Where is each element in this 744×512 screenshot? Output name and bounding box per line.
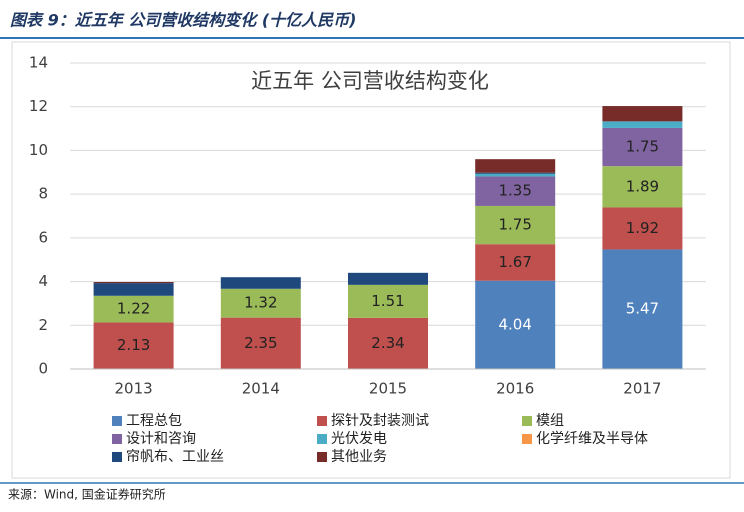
- data-label: 1.51: [371, 292, 404, 310]
- data-label: 1.75: [626, 138, 659, 156]
- x-tick-label: 2016: [496, 380, 534, 398]
- chart-title: 近五年 公司营收结构变化: [251, 69, 489, 93]
- bar-segment: [475, 173, 556, 177]
- bar-segment: [348, 284, 428, 318]
- bar-segment: [220, 277, 301, 289]
- legend-label: 设计和咨询: [126, 431, 196, 447]
- legend-label: 光伏发电: [331, 431, 387, 447]
- bar-segment: [475, 172, 556, 174]
- bar-segment: [602, 121, 683, 128]
- legend-label: 化学纤维及半导体: [536, 431, 648, 447]
- bar-segment: [93, 322, 174, 369]
- y-tick-label: 6: [38, 228, 48, 246]
- bar-segment: [602, 106, 683, 122]
- header-title: 图表 9：近五年 公司营收结构变化 (十亿人民币): [10, 11, 356, 30]
- data-label: 1.32: [244, 294, 277, 312]
- data-label: 2.13: [117, 336, 150, 354]
- bar-segment: [475, 244, 556, 281]
- bar-segment: [348, 317, 428, 369]
- legend-swatch: [112, 416, 122, 426]
- data-label: 1.89: [626, 177, 659, 195]
- x-tick-label: 2014: [242, 380, 280, 398]
- bar-segment: [93, 295, 174, 323]
- x-tick-label: 2015: [369, 380, 407, 398]
- y-tick-label: 0: [38, 360, 48, 378]
- legend-swatch: [317, 434, 327, 444]
- data-label: 1.67: [498, 253, 531, 271]
- legend-label: 探针及封装测试: [331, 413, 429, 429]
- bar-segment: [348, 272, 428, 285]
- bar-segment: [93, 282, 174, 284]
- x-tick-label: 2017: [623, 380, 661, 398]
- data-label: 1.75: [498, 216, 531, 234]
- data-label: 1.22: [117, 300, 150, 318]
- legend-swatch: [112, 452, 122, 462]
- legend-label: 其他业务: [331, 449, 387, 465]
- data-label: 1.92: [626, 219, 659, 237]
- data-label: 5.47: [626, 300, 659, 318]
- y-tick-label: 10: [29, 141, 48, 159]
- legend-swatch: [317, 416, 327, 426]
- legend-swatch: [522, 416, 532, 426]
- bar-segment: [475, 176, 556, 206]
- bar-segment: [475, 280, 556, 369]
- y-tick-label: 4: [38, 272, 48, 290]
- bar-segment: [220, 317, 301, 369]
- legend-swatch: [112, 434, 122, 444]
- y-tick-label: 8: [38, 185, 48, 203]
- legend-label: 模组: [536, 413, 564, 429]
- bar-segment: [602, 166, 683, 208]
- bar-segment: [475, 159, 556, 173]
- data-label: 1.35: [498, 182, 531, 200]
- data-label: 4.04: [498, 315, 531, 333]
- bar-segment: [475, 205, 556, 245]
- bar-segment: [220, 288, 301, 318]
- data-label: 2.34: [371, 334, 404, 352]
- footer-source: 来源：Wind, 国金证券研究所: [8, 487, 166, 502]
- y-tick-label: 12: [29, 97, 48, 115]
- y-tick-label: 14: [29, 54, 48, 72]
- bar-segment: [602, 207, 683, 250]
- x-tick-label: 2013: [115, 380, 153, 398]
- y-tick-label: 2: [38, 316, 48, 334]
- legend-swatch: [317, 452, 327, 462]
- bar-segment: [93, 283, 174, 296]
- bar-segment: [602, 249, 683, 369]
- data-label: 2.35: [244, 334, 277, 352]
- legend-label: 帘帆布、工业丝: [126, 449, 224, 465]
- legend-label: 工程总包: [126, 413, 182, 429]
- bar-segment: [602, 127, 683, 167]
- legend-swatch: [522, 434, 532, 444]
